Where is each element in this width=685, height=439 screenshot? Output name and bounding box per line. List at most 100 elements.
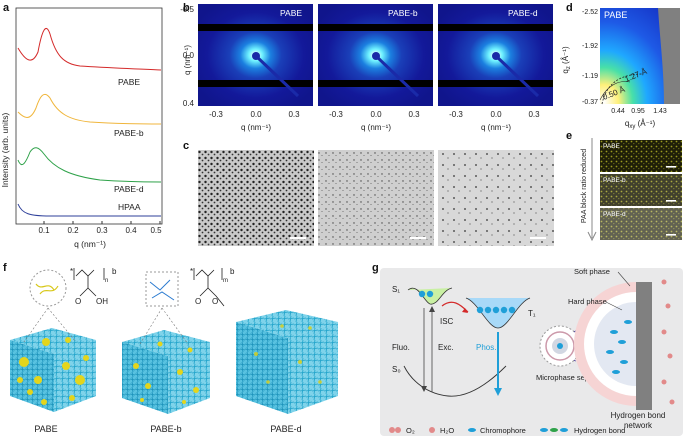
panel-e-ylabel: PAA block ratio reduced <box>581 149 588 223</box>
tick-a-0.3: 0.3 <box>96 226 108 235</box>
xlabel-b-2: q (nm⁻¹) <box>481 123 511 132</box>
legend-pabe-b: PABE-b <box>114 128 144 138</box>
svg-text:O: O <box>212 297 218 306</box>
panel-b-saxs: q (nm⁻¹) -0.5 0.0 0.4 PABE PABE-b PABE-d… <box>180 4 553 132</box>
tile-label-pabe-d: PABE-d <box>508 8 538 18</box>
svg-text:O: O <box>75 297 81 306</box>
panel-d-giwaxs: qz (Å⁻¹) PABE 1.27 Å 0.50 Å -2.52 -1.92 … <box>561 8 680 130</box>
panel-letter-g: g <box>372 262 379 274</box>
arrow-fluo: Fluo. <box>392 343 410 352</box>
curve-pabe-d <box>17 147 162 183</box>
tick-b-x3: -0.3 <box>329 110 343 119</box>
tile-label-pabe: PABE <box>280 8 302 18</box>
label-soft-phase: Soft phase <box>574 267 610 276</box>
tick-a-0.4: 0.4 <box>125 226 137 235</box>
legend-h2o: H₂O <box>440 426 454 435</box>
panel-d-title: PABE <box>604 10 627 20</box>
formula-pbe: * m b O O <box>190 267 235 307</box>
state-s0: S₀ <box>392 365 401 374</box>
tick-b-x5: 0.3 <box>408 110 420 119</box>
svg-text:*: * <box>70 267 73 276</box>
tick-d-y1: -1.92 <box>582 43 598 50</box>
svg-text:OH: OH <box>96 297 108 306</box>
panel-b-ylabel: q (nm⁻¹) <box>183 45 192 75</box>
tick-a-0.1: 0.1 <box>38 226 50 235</box>
arrow-exc: Exc. <box>438 343 454 352</box>
tick-d-y3: -0.37 <box>582 99 598 106</box>
arrow-phos: Phos. <box>476 343 496 352</box>
cube-pabe <box>10 269 96 412</box>
legend-hydrogen-bond: Hydrogen bond <box>574 426 625 435</box>
tick-b-y0: -0.5 <box>180 5 194 14</box>
panel-letter-d: d <box>566 2 573 14</box>
tem-tile-pabe-b <box>318 150 434 246</box>
cube-pabe-d <box>236 310 338 414</box>
tick-d-x0: 0.44 <box>611 108 625 115</box>
tem-tile-pabe <box>198 150 314 246</box>
tick-d-x2: 1.43 <box>653 108 667 115</box>
tick-b-x0: -0.3 <box>209 110 223 119</box>
svg-text:b: b <box>230 267 235 276</box>
panel-g-mechanism: S₁ S₀ T₁ ISC Fluo. Exc. Phos. Microphase… <box>380 267 683 436</box>
panel-a-chart: Intensity (arb. units) PABE PABE-b PABE-… <box>0 7 163 249</box>
state-t1: T₁ <box>528 309 536 318</box>
panel-a-ylabel: Intensity (arb. units) <box>0 113 10 188</box>
legend-o2: O₂ <box>406 426 415 435</box>
tick-a-0.2: 0.2 <box>67 226 79 235</box>
xlabel-b-1: q (nm⁻¹) <box>361 123 391 132</box>
tick-d-y2: -1.19 <box>582 73 598 80</box>
svg-text:b: b <box>112 267 117 276</box>
tick-b-x2: 0.3 <box>288 110 300 119</box>
legend-pabe-d: PABE-d <box>114 184 144 194</box>
legend-pabe: PABE <box>118 77 140 87</box>
label-microphase: Microphase separation <box>536 373 612 382</box>
panel-letter-a: a <box>3 2 10 14</box>
legend-chromophore: Chromophore <box>480 426 526 435</box>
scale-bar-c1 <box>290 237 306 239</box>
panel-letter-f: f <box>3 262 7 274</box>
tick-b-x6: -0.3 <box>449 110 463 119</box>
cube-label-pabe-b: PABE-b <box>150 424 181 434</box>
panel-letter-e: e <box>566 130 573 142</box>
cube-label-pabe-d: PABE-d <box>270 424 301 434</box>
panel-a-xlabel: q (nm⁻¹) <box>74 239 106 249</box>
panel-d-ylabel: qz (Å⁻¹) <box>561 46 572 74</box>
scale-bar-c2 <box>410 237 426 239</box>
arrow-isc: ISC <box>440 317 454 326</box>
svg-text:m: m <box>223 278 228 284</box>
tick-b-y1: 0.0 <box>183 51 195 60</box>
label-network: Hydrogen bond network <box>611 411 666 430</box>
tile-label-pabe-b: PABE-b <box>388 8 418 18</box>
panel-letter-b: b <box>183 2 190 14</box>
curve-pabe-b <box>17 93 162 125</box>
tick-b-y2: 0.4 <box>183 99 195 108</box>
tick-b-x4: 0.0 <box>370 110 382 119</box>
svg-text:O: O <box>195 297 201 306</box>
formula-paa: * n b O OH <box>70 267 117 306</box>
svg-text:n: n <box>105 278 108 284</box>
map-label-pabe-d: PABE-d <box>603 211 626 218</box>
saxs-tile-pabe: PABE <box>198 4 313 106</box>
tick-a-0.5: 0.5 <box>150 226 162 235</box>
state-s1: S₁ <box>392 285 400 294</box>
tick-b-x8: 0.3 <box>528 110 540 119</box>
saxs-tile-pabe-d: PABE-d <box>438 4 553 106</box>
scale-bar-c3 <box>530 237 546 239</box>
panel-c-tem <box>198 150 554 246</box>
tem-tile-pabe-d <box>438 150 554 246</box>
legend-hpaa: HPAA <box>118 202 141 212</box>
curve-hpaa <box>17 203 161 217</box>
tick-b-x7: 0.0 <box>490 110 502 119</box>
tick-d-y0: -2.52 <box>582 9 598 16</box>
panel-f-simulation: * n b O OH * m b O O <box>10 267 338 434</box>
map-label-pabe: PABE <box>603 143 621 150</box>
panel-e-mapping: PAA block ratio reduced PABE PABE-b PABE… <box>581 138 682 242</box>
tick-d-x1: 0.95 <box>631 108 645 115</box>
label-hard-phase: Hard phase <box>568 297 607 306</box>
panel-letter-c: c <box>183 140 190 152</box>
xlabel-b-0: q (nm⁻¹) <box>241 123 271 132</box>
panel-d-xlabel: qxy (Å⁻¹) <box>625 119 656 130</box>
cube-label-pabe: PABE <box>34 424 57 434</box>
curve-pabe <box>17 28 162 71</box>
map-label-pabe-b: PABE-b <box>603 177 626 184</box>
